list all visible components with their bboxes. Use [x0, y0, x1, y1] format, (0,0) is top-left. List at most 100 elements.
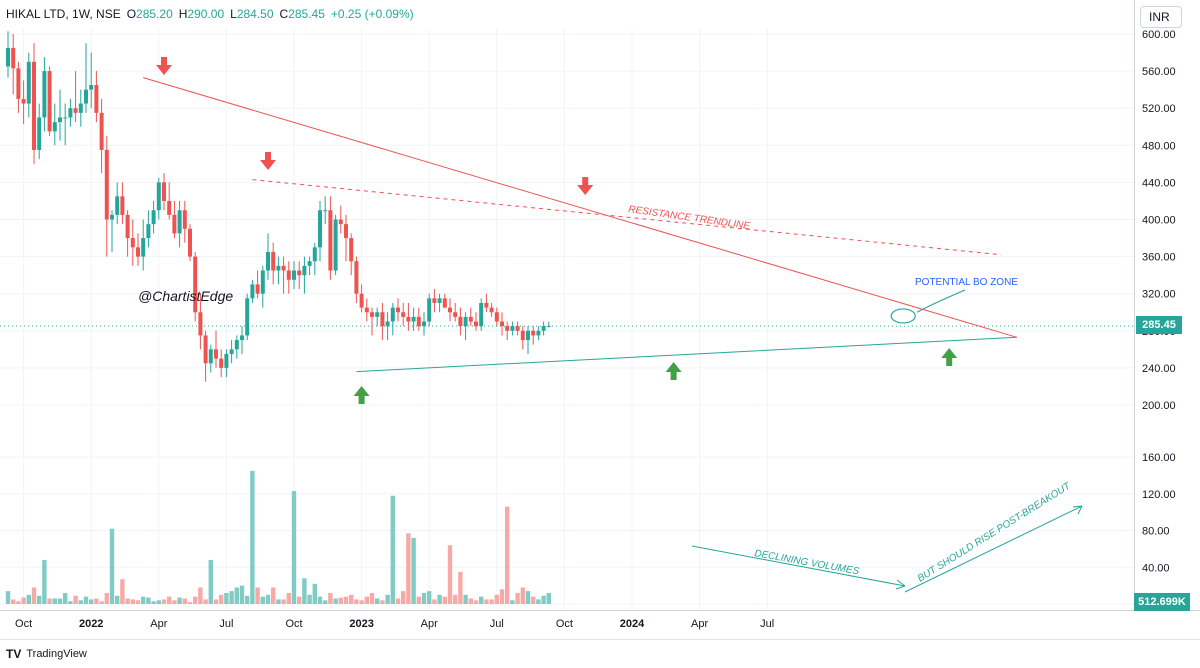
volume-bar	[208, 559, 213, 604]
candle-body	[240, 335, 244, 341]
volume-bar	[115, 595, 120, 604]
candle-body	[229, 349, 234, 354]
currency-button[interactable]: INR	[1140, 6, 1182, 28]
candle-body	[411, 316, 416, 322]
volume-bar	[489, 599, 494, 604]
volume-bar	[349, 594, 354, 604]
candle-body	[16, 68, 21, 99]
volume-bar	[156, 600, 161, 604]
volume-bar	[213, 599, 219, 604]
volume-bar	[411, 537, 416, 604]
candle-body	[474, 321, 478, 327]
volume-bar	[328, 592, 333, 604]
candle-body	[416, 316, 421, 327]
candle-body	[463, 316, 468, 327]
volume-bar	[281, 599, 286, 604]
candle-body	[328, 210, 333, 271]
open-value: 285.20	[136, 7, 173, 21]
candle-body	[380, 312, 385, 327]
volume-bar	[42, 559, 47, 604]
volume-tick-label: 120.00	[1142, 489, 1176, 501]
volume-bar	[135, 600, 141, 604]
candle-body	[479, 302, 484, 327]
candle-body	[453, 312, 458, 317]
candle-body	[406, 316, 411, 322]
volume-bar	[104, 592, 109, 604]
candle-body	[141, 238, 146, 257]
volume-bar	[78, 600, 83, 604]
volume-bar	[401, 591, 406, 604]
volume-bar	[453, 594, 458, 604]
close-value: 285.45	[288, 7, 325, 21]
annotation-declining-volumes: DECLINING VOLUMES	[753, 548, 860, 577]
time-tick-label: Oct	[15, 618, 32, 630]
candle-body	[437, 298, 442, 303]
bo-zone-pointer	[916, 289, 966, 313]
volume-bar	[130, 599, 135, 604]
volume-bar	[245, 595, 250, 604]
price-tick-label: 440.00	[1142, 177, 1176, 189]
rise-volume-arrow-line	[904, 505, 1083, 593]
candle-body	[172, 214, 177, 234]
candle-body	[370, 312, 374, 317]
volume-bar	[21, 597, 26, 604]
high-label: H	[178, 7, 188, 21]
candle-body	[333, 219, 338, 271]
time-tick-label: Apr	[150, 618, 167, 630]
candle-body	[52, 122, 57, 132]
symbol-name[interactable]: HIKAL LTD, 1W, NSE	[6, 7, 121, 21]
time-tick-label: 2022	[79, 618, 103, 630]
candle-body	[541, 326, 546, 331]
up-arrow-icon	[353, 386, 370, 404]
annotation-resistance: RESISTANCE TRENDLINE	[628, 204, 751, 232]
time-tick-label: Oct	[285, 618, 302, 630]
price-tick-label: 600.00	[1142, 29, 1176, 41]
volume-tick-label: 80.00	[1142, 526, 1170, 538]
volume-bar	[234, 587, 239, 604]
volume-bar	[479, 596, 484, 604]
volume-bar	[89, 599, 94, 604]
open-label: O	[126, 7, 137, 21]
candle-body	[458, 316, 463, 327]
low-label: L	[230, 7, 237, 21]
volume-bar	[536, 599, 541, 604]
candle-body	[344, 224, 348, 239]
volume-bar	[380, 600, 385, 604]
candle-body	[505, 326, 510, 331]
volume-bar	[468, 598, 473, 604]
volume-bar	[416, 596, 421, 604]
volume-bar	[494, 594, 499, 604]
time-tick-label: Jul	[219, 618, 233, 630]
volume-bar	[437, 594, 442, 604]
volume-bar	[338, 597, 343, 604]
candle-body	[323, 210, 328, 212]
candle-body	[266, 251, 270, 271]
volume-bar	[151, 601, 156, 604]
volume-bar	[317, 596, 323, 604]
volume-bar	[120, 579, 125, 604]
candle-body	[151, 210, 156, 225]
candle-body	[271, 251, 276, 271]
annotation-rise-post-breakout: BUT SHOULD RISE POST-BREAKOUT	[916, 480, 1074, 584]
down-arrow-icon	[156, 57, 172, 75]
tradingview-brand[interactable]: TV TradingView	[6, 647, 87, 661]
candle-body	[94, 85, 99, 113]
candle-body	[448, 307, 452, 313]
price-tick-label: 320.00	[1142, 289, 1176, 301]
volume-bar	[510, 600, 515, 604]
candle-body	[536, 330, 541, 336]
volume-bar	[385, 594, 390, 604]
candle-body	[292, 270, 296, 280]
candle-body	[224, 353, 229, 368]
volume-bar	[11, 599, 16, 604]
candle-body	[515, 326, 520, 331]
time-tick-label: Jul	[490, 618, 504, 630]
candle-body	[6, 47, 10, 67]
volume-bar	[271, 587, 276, 604]
candle-body	[297, 270, 302, 276]
volume-bar	[219, 594, 224, 604]
candle-body	[385, 321, 390, 327]
volume-bar	[182, 598, 187, 604]
candle-body	[250, 284, 255, 299]
